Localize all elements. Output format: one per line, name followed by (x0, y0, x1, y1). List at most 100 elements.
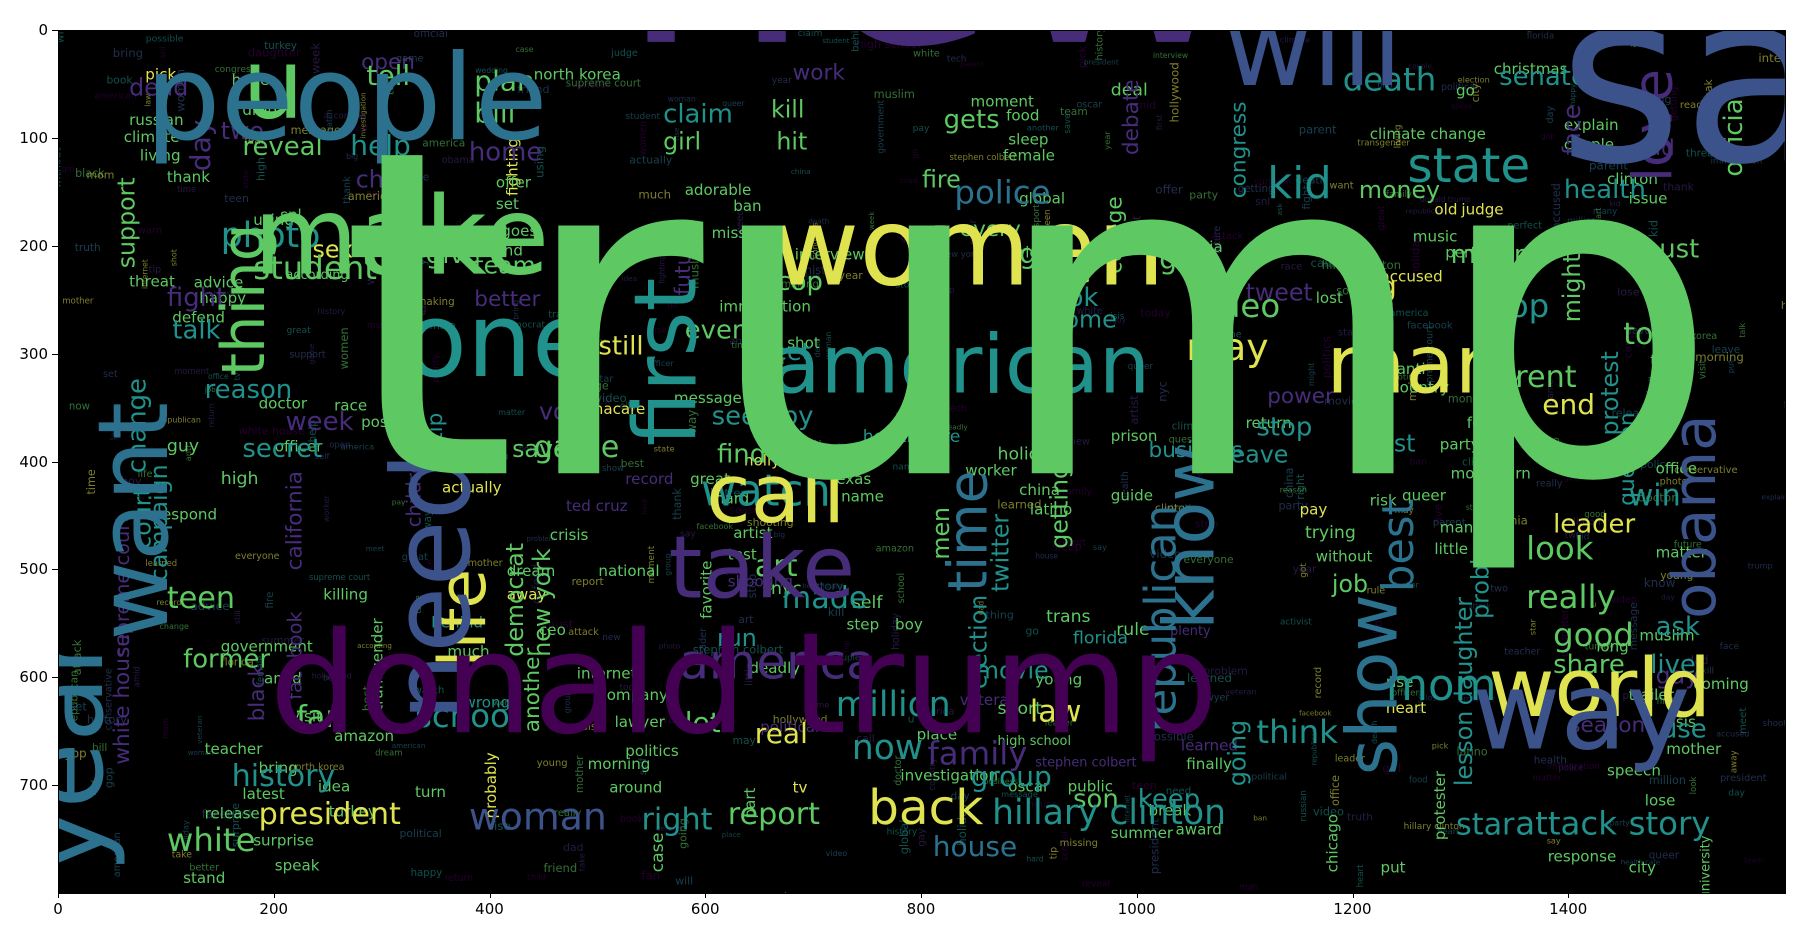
y-tick-label: 600 (19, 668, 48, 687)
filler-word: take (172, 850, 193, 861)
word-home: home (469, 138, 542, 168)
filler-word: health care (802, 581, 842, 590)
filler-word: possible (146, 34, 184, 45)
filler-word: today (620, 683, 645, 693)
filler-word: warn (138, 225, 163, 236)
word-money: money (1359, 176, 1440, 204)
word-live: live (1650, 650, 1696, 680)
filler-word: white house (239, 424, 305, 437)
word-global: global (1019, 190, 1065, 208)
filler-word: health care (1621, 858, 1661, 866)
filler-word: hollywood (1167, 62, 1181, 122)
x-tick-mark (921, 892, 922, 898)
word-making: making (1451, 240, 1547, 270)
filler-word: win (59, 31, 66, 43)
filler-word: report (341, 124, 369, 134)
filler-word: lesson (1416, 690, 1425, 713)
filler-word: day (1545, 106, 1556, 124)
filler-word: u (908, 712, 915, 725)
filler-word: heart (1356, 864, 1366, 888)
word-obamacare: obamacare (561, 400, 646, 418)
filler-word: political (1441, 82, 1477, 93)
word-lawyer: lawyer (615, 713, 666, 731)
filler-word: according (357, 641, 392, 650)
filler-word: record (1313, 667, 1324, 699)
filler-word: american (392, 741, 426, 750)
word-behind: behind (431, 614, 483, 632)
word-long: long (1596, 637, 1629, 655)
filler-word: food (1409, 775, 1428, 785)
x-tick-label: 1200 (1333, 900, 1372, 918)
word-use: use (1661, 715, 1707, 745)
word-amid: amid (264, 670, 302, 688)
filler-word: food (427, 242, 446, 252)
filler-word: parent (1623, 691, 1656, 702)
filler-word: bring (113, 46, 143, 60)
filler-word: say (1547, 835, 1561, 845)
word-hope: hope (232, 71, 270, 89)
x-tick-label: 400 (475, 900, 504, 918)
word-put: put (1381, 858, 1406, 876)
word-life: life (426, 569, 501, 668)
filler-word: ban (1253, 814, 1267, 823)
filler-word: video (595, 391, 626, 405)
filler-word: case (516, 45, 534, 54)
filler-word: great (1376, 205, 1387, 230)
filler-word: mom (160, 718, 170, 739)
word-ban: ban (733, 197, 761, 215)
word-without: without (1316, 548, 1373, 566)
word-rule: rule (1116, 620, 1150, 640)
filler-word: gop (102, 767, 115, 788)
filler-word: report (1059, 538, 1087, 548)
word-debate: debate (1119, 79, 1144, 155)
word-law: law (1030, 694, 1082, 729)
filler-word: photo (577, 80, 606, 91)
filler-word: meet (1738, 708, 1749, 734)
filler-word: year (1102, 131, 1112, 150)
word-protester: protester (1431, 770, 1449, 840)
word-leave: leave (1224, 441, 1288, 469)
word-better: better (474, 287, 540, 312)
filler-word: got (1299, 563, 1309, 578)
filler-word: political (400, 827, 442, 840)
filler-word: amid (1129, 98, 1156, 111)
word-u: u (242, 31, 304, 140)
word-latest: latest (242, 785, 285, 803)
y-tick-mark (52, 245, 58, 247)
filler-word: stephen colbert (693, 643, 784, 657)
word-food: food (1006, 107, 1039, 125)
filler-word: away (1730, 750, 1740, 773)
word-war: war (431, 219, 475, 247)
filler-word: week (868, 211, 876, 230)
word-want: want (77, 402, 190, 641)
filler-word: queer (1128, 362, 1154, 372)
filler-word: deadly (943, 423, 968, 432)
word-california: california (283, 471, 308, 570)
filler-word: now (1631, 143, 1653, 155)
filler-word: face (1720, 641, 1740, 652)
word-country: country (1391, 378, 1449, 396)
filler-word: white (1077, 306, 1103, 317)
filler-word: moment (174, 366, 210, 376)
filler-word: white (400, 171, 430, 184)
word-trans: trans (1046, 607, 1090, 627)
word-white: white (167, 821, 256, 859)
filler-word: florida (519, 444, 546, 454)
filler-word: team (1060, 105, 1088, 118)
filler-word: another (1027, 123, 1060, 133)
filler-word: say (1364, 411, 1382, 424)
word-trying: trying (1305, 523, 1356, 543)
filler-word: office (1329, 775, 1342, 806)
word-using: using (253, 211, 294, 229)
word-sport: sport (998, 699, 1043, 719)
filler-word: hillary clinton (1322, 258, 1401, 272)
filler-word: hollywood (773, 713, 828, 726)
word-trailer: trailer (1629, 686, 1675, 704)
word-dad: dad (1634, 136, 1675, 161)
filler-word: two (1565, 530, 1582, 541)
word-face: face (1558, 105, 1586, 155)
filler-word: immigration (1711, 157, 1763, 167)
filler-word: great (402, 552, 428, 563)
filler-word: female (419, 320, 455, 332)
filler-word: state (654, 443, 675, 453)
